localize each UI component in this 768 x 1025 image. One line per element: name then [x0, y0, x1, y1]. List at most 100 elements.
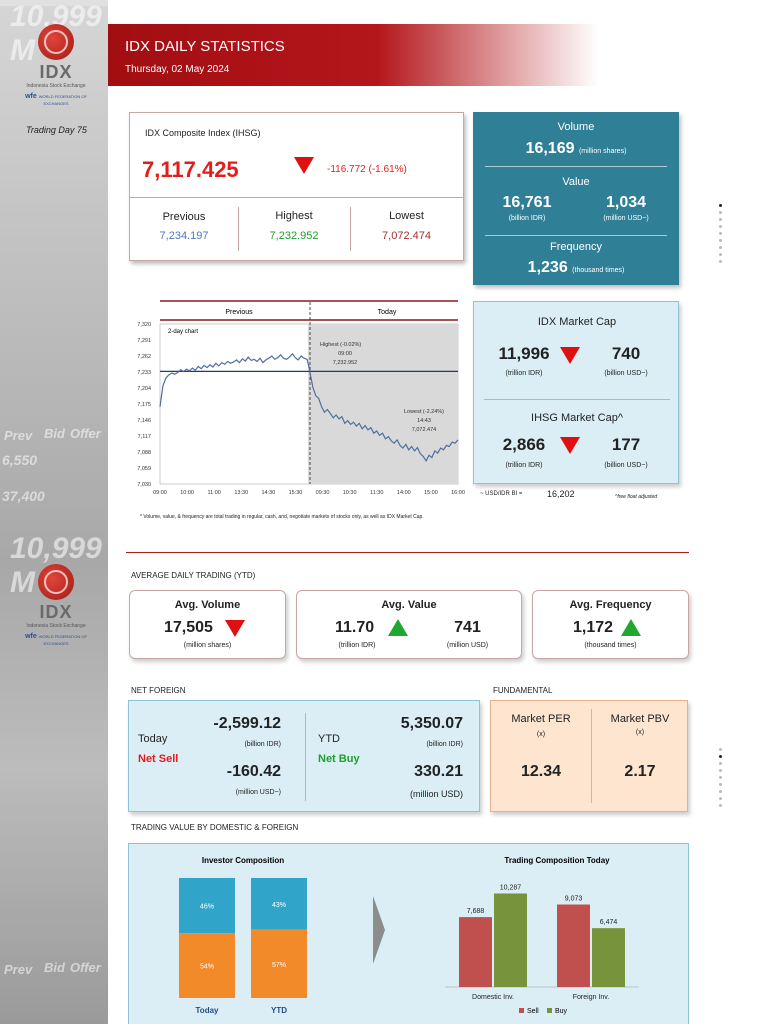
value-idr: 16,761: [502, 194, 552, 211]
composition-top-label: 46%: [200, 904, 214, 911]
sidebar-bg-word-offer: Offer: [70, 426, 101, 441]
value-usd-unit: (million USD~): [603, 215, 649, 222]
idx-market-cap-label: IDX Market Cap: [537, 316, 617, 328]
y-tick-label: 7,030: [137, 482, 151, 488]
highest-value: 7,232.952: [269, 230, 319, 242]
market-pbv-value: 2.17: [624, 763, 656, 780]
composition-category-label: YTD: [271, 1006, 287, 1015]
logo-subtitle-2: Indonesia Stock Exchange: [26, 623, 86, 629]
ihsg-2day-chart: Previous Today 2-day chart 7,320 7,291 7,2…: [137, 300, 465, 496]
trade-sell-value-label: 7,688: [467, 908, 485, 915]
y-tick-label: 7,117: [138, 434, 151, 440]
net-foreign-panel: Today Net Sell -2,599.12 (billion IDR) -…: [128, 700, 480, 812]
net-foreign-ytd-usd: 330.21: [414, 763, 463, 780]
trading-day-label: Trading Day 75: [26, 125, 87, 135]
trade-bar-buy: [592, 928, 625, 987]
logo-text: IDX: [39, 62, 73, 82]
ihsg-market-cap-idr-unit: (trillion IDR): [505, 462, 543, 469]
avg-volume-down-icon: [225, 620, 245, 637]
y-tick-label: 7,059: [137, 466, 151, 472]
avg-value-usd: 741: [454, 619, 481, 636]
fundamental-section-label: FUNDAMENTAL: [493, 686, 553, 695]
chart-header-today: Today: [378, 309, 397, 316]
trading-value-charts: Investor Composition 46% 54% Today 43% 57% YT…: [179, 856, 639, 1015]
ihsg-market-cap-idr: 2,866: [502, 435, 546, 454]
legend-buy-swatch: [547, 1008, 552, 1013]
trading-value-section-label: TRADING VALUE BY DOMESTIC & FOREIGN: [131, 823, 299, 832]
fundamental-panel: Market PER (x) 12.34 Market PBV (x) 2.17: [490, 700, 688, 812]
net-foreign-ytd-label: YTD: [318, 733, 340, 745]
sidebar-bg-word-prev-2: Prev: [4, 962, 33, 977]
chart-header-previous: Previous: [225, 309, 253, 316]
avg-volume-unit: (million shares): [183, 642, 232, 649]
sidebar-bg-word-prev: Prev: [4, 428, 33, 443]
trading-value-panel: Investor Composition 46% 54% Today 43% 57% YT…: [128, 843, 689, 1024]
legend-sell-swatch: [519, 1008, 524, 1013]
x-tick-label: 11:00: [208, 490, 221, 496]
avg-value-label: Avg. Value: [381, 599, 437, 611]
volume-value: 16,169: [525, 140, 575, 157]
avg-volume-label: Avg. Volume: [174, 599, 241, 611]
idx-market-cap-down-icon: [560, 347, 580, 364]
x-tick-label: 13:30: [234, 490, 248, 496]
x-tick-label: 14:00: [397, 490, 411, 496]
footnote: * Volume, value, & frequency are total t…: [140, 514, 424, 520]
page-title: IDX DAILY STATISTICS: [125, 38, 285, 55]
net-foreign-ytd-usd-unit: (million USD): [409, 789, 463, 799]
avg-value-idr-unit: (trillion IDR): [338, 642, 376, 649]
net-foreign-section-label: NET FOREIGN: [131, 686, 186, 695]
market-per-value: 12.34: [520, 763, 562, 780]
frequency-value: 1,236: [527, 259, 568, 276]
value-idr-unit: (billion IDR): [508, 215, 546, 222]
composition-bar-domestic: [179, 933, 235, 998]
avg-frequency-label: Avg. Frequency: [569, 599, 652, 611]
usd-rate-value: 16,202: [547, 489, 575, 499]
ihsg-value: 7,117.425: [142, 157, 239, 182]
composition-top-label: 43%: [272, 902, 286, 909]
idx-market-cap-usd: 740: [611, 344, 641, 363]
volume-label: Volume: [557, 121, 595, 133]
net-foreign-ytd-status: Net Buy: [318, 753, 360, 765]
trading-stats-panel: Volume 16,169 (million shares) Value 16,…: [473, 112, 679, 285]
sidebar-bg-word-bid-2: Bid: [44, 960, 65, 975]
page-header: IDX DAILY STATISTICS Thursday, 02 May 20…: [108, 24, 598, 86]
page-indicator-2: [719, 748, 723, 811]
usd-rate-label: ~ USD/IDR BI =: [480, 491, 523, 497]
net-foreign-today-idr-unit: (billion IDR): [244, 741, 281, 748]
arrow-right-icon: [373, 896, 385, 964]
market-per-label: Market PER: [511, 713, 571, 725]
lowest-value: 7,072.474: [382, 230, 431, 242]
trade-bar-buy: [494, 893, 527, 987]
sidebar-background: 10,999 M 10,999 M Prev Bid Offer 37,400 …: [0, 0, 108, 1024]
x-tick-label: 10:00: [180, 490, 194, 496]
idx-market-cap-idr-unit: (trillion IDR): [505, 370, 543, 377]
avg-frequency-up-icon: [621, 619, 641, 636]
sidebar-bg-number-2: 10,999 M: [10, 532, 102, 599]
logo-text-2: IDX: [39, 602, 73, 622]
y-tick-label: 7,262: [137, 354, 151, 360]
x-tick-label: 14:30: [261, 490, 275, 496]
y-tick-label: 7,320: [137, 322, 151, 328]
free-float-note: ^free float adjusted: [615, 494, 658, 500]
value-usd: 1,034: [605, 194, 647, 211]
sidebar-bg-num-b: 6,550: [2, 452, 38, 468]
ihsg-label: IDX Composite Index (IHSG): [145, 128, 261, 138]
market-pbv-label: Market PBV: [610, 713, 670, 725]
trade-sell-value-label: 9,073: [565, 896, 583, 903]
chart-today-shade: [308, 324, 458, 484]
wfe-logo: wfe WORLD FEDERATION OF EXCHANGES: [25, 93, 87, 106]
annotation-lowest-3: 7,072.474: [412, 427, 436, 433]
page-indicator-1: [719, 204, 723, 267]
annotation-highest-1: Highest (-0.02%): [320, 342, 361, 348]
net-foreign-today-usd-unit: (million USD~): [235, 789, 281, 796]
frequency-unit: (thousand times): [572, 267, 625, 274]
trade-buy-value-label: 10,287: [500, 884, 522, 891]
trade-category-label: Domestic Inv.: [472, 994, 514, 1001]
market-per-unit: (x): [536, 731, 546, 738]
avg-value-up-icon: [388, 619, 408, 636]
trade-buy-value-label: 6,474: [600, 919, 618, 926]
logo-subtitle: Indonesia Stock Exchange: [26, 83, 86, 89]
trade-bar-sell: [459, 917, 492, 987]
trade-bar-sell: [557, 904, 590, 987]
y-tick-label: 7,175: [137, 402, 151, 408]
